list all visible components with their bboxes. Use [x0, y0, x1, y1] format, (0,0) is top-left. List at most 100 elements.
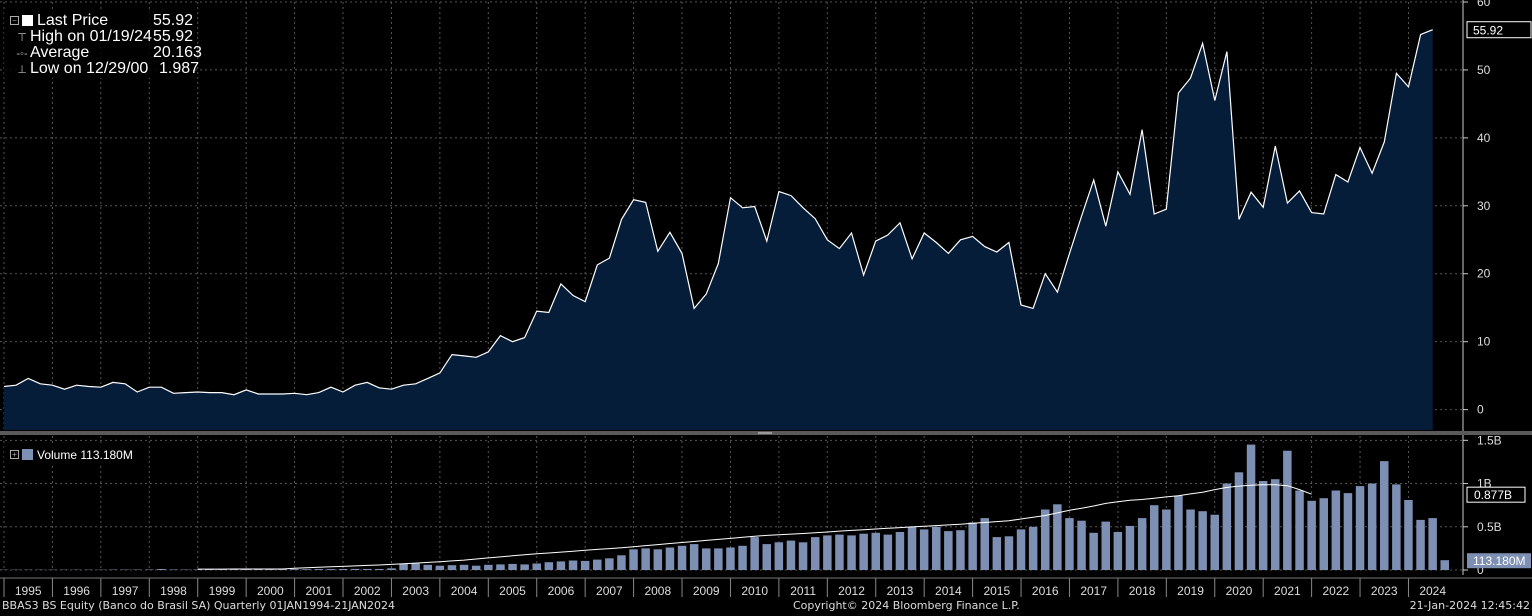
volume-bar — [1137, 518, 1147, 570]
x-tick-label: 1997 — [112, 584, 139, 598]
volume-bar — [1331, 490, 1341, 570]
volume-bar — [641, 548, 650, 570]
x-tick-label: 2001 — [305, 584, 332, 598]
volume-bar — [944, 531, 953, 570]
x-tick-label: 2008 — [644, 584, 671, 598]
volume-bar — [1053, 504, 1062, 570]
moving-average-tag — [1466, 486, 1526, 503]
volume-bar — [750, 537, 759, 570]
volume-bar — [1162, 509, 1171, 570]
volume-bar — [471, 565, 481, 570]
volume-bar — [1283, 450, 1292, 570]
volume-bar — [665, 547, 675, 570]
volume-bar — [1355, 486, 1365, 570]
legend-swatch-icon — [22, 15, 33, 26]
volume-bar — [1367, 483, 1377, 570]
x-tick-label: 2009 — [693, 584, 720, 598]
volume-bar — [714, 548, 723, 570]
legend-volume[interactable]: + Volume 113.180M — [10, 447, 133, 463]
y-tick-label: 40 — [1477, 131, 1491, 145]
x-tick-label: 1995 — [15, 584, 42, 598]
volume-bar — [435, 565, 445, 570]
volume-bar — [956, 530, 965, 570]
x-tick-label: 2005 — [499, 584, 526, 598]
volume-bar — [496, 564, 505, 570]
volume-bar — [399, 563, 408, 570]
volume-bar — [823, 535, 832, 570]
volume-bar — [1295, 490, 1304, 570]
volume-bar — [375, 569, 384, 570]
legend-high: ⊤ High on 01/19/24 — [10, 28, 152, 45]
legend-last-price-value: 55.92 — [153, 12, 194, 29]
footer-security: BBAS3 BS Equity (Banco do Brasil SA) Qua… — [2, 599, 396, 612]
volume-bar — [617, 555, 626, 570]
volume-bar — [1089, 532, 1098, 570]
moving-average-tag-label: 0.877B — [1474, 488, 1512, 502]
legend-low: ⊥ Low on 12/29/00 — [10, 60, 149, 77]
volume-bar — [859, 533, 868, 570]
last-price-tag-label: 55.92 — [1473, 24, 1503, 38]
price-area — [4, 29, 1433, 430]
volume-bar — [459, 564, 469, 570]
volume-bar — [447, 565, 457, 570]
legend-average-label: Average — [30, 44, 90, 61]
volume-bar — [1077, 520, 1086, 570]
volume-bar — [556, 561, 566, 570]
volume-bar — [1113, 532, 1123, 570]
volume-bar — [1004, 536, 1014, 570]
volume-bar — [726, 547, 735, 570]
volume-bar — [835, 534, 844, 570]
volume-bar — [508, 563, 517, 570]
volume-bar — [1016, 529, 1026, 570]
volume-legend: + Volume 113.180M — [4, 446, 148, 464]
x-tick-label: 2006 — [548, 584, 575, 598]
y-tick-label: 10 — [1477, 335, 1491, 349]
volume-bar — [157, 569, 166, 570]
footer-copyright: Copyright© 2024 Bloomberg Finance L.P. — [793, 599, 1020, 612]
volume-bar — [677, 545, 687, 570]
volume-bar — [847, 535, 856, 570]
x-tick-label: 1996 — [63, 584, 90, 598]
x-tick-label: 2007 — [596, 584, 623, 598]
legend-low-value: 1.987 — [159, 60, 200, 77]
volume-bar — [363, 569, 372, 570]
volume-bar — [580, 560, 590, 570]
volume-bar — [907, 526, 917, 570]
volume-bar — [145, 569, 154, 570]
price-line — [3, 29, 1433, 396]
volume-bar — [1028, 526, 1038, 570]
volume-bar — [1150, 505, 1159, 570]
volume-bar — [532, 563, 541, 570]
x-tick-label: 2002 — [354, 584, 381, 598]
volume-bar — [350, 568, 360, 570]
volume-bar — [229, 569, 239, 570]
x-tick-label: 2019 — [1177, 584, 1204, 598]
volume-bar — [423, 564, 432, 570]
legend-low-label: Low on 12/29/00 — [30, 60, 149, 77]
volume-bar — [992, 537, 1002, 570]
volume-bar — [774, 542, 784, 570]
legend-average: -◦- Average — [10, 44, 90, 61]
last-price-tag — [1466, 21, 1532, 39]
volume-bar — [738, 545, 747, 570]
y-tick-label: 50 — [1477, 63, 1491, 77]
volume-bar — [338, 569, 348, 570]
y-tick-label: 0.5B — [1477, 520, 1502, 534]
low-marker-icon: ⊥ — [17, 64, 27, 76]
volume-bar — [326, 569, 336, 570]
y-tick-label: 0 — [1477, 403, 1484, 417]
volume-bar — [278, 569, 287, 570]
collapse-icon[interactable]: − — [10, 16, 19, 25]
volume-bar — [1174, 495, 1183, 570]
volume-bar — [1065, 518, 1074, 570]
legend-last-price[interactable]: − Last Price — [10, 12, 108, 29]
x-tick-label: 2017 — [1080, 584, 1107, 598]
y-tick-label: 0 — [1477, 563, 1484, 577]
volume-bar — [811, 537, 820, 570]
volume-bar — [1440, 560, 1449, 570]
price-panel: 0 10 20 30 40 50 60 55.92 — [0, 0, 1532, 435]
y-tick-label: 30 — [1477, 199, 1491, 213]
volume-bar — [314, 569, 323, 570]
expand-icon[interactable]: + — [10, 450, 19, 459]
legend-swatch-icon — [22, 449, 33, 460]
